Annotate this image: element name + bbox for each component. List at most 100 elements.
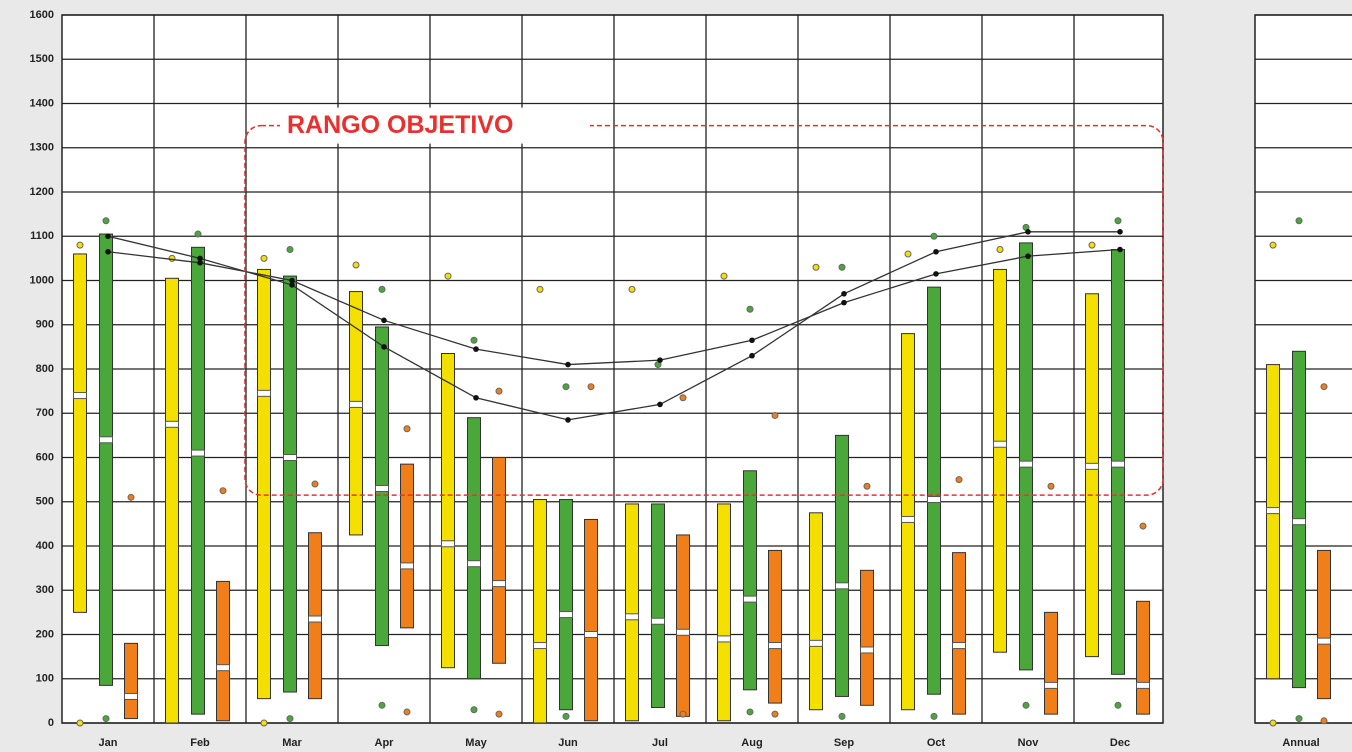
line-point xyxy=(841,299,847,306)
outlier xyxy=(1139,522,1147,530)
median xyxy=(467,560,481,568)
box xyxy=(1085,293,1099,658)
x-tick-label: Dec xyxy=(1110,737,1130,749)
box xyxy=(993,268,1007,653)
x-tick-label: Aug xyxy=(741,737,762,749)
y-tick-label: 900 xyxy=(36,319,54,331)
box xyxy=(99,233,113,686)
y-tick-label: 1100 xyxy=(30,230,54,242)
y-tick-label: 600 xyxy=(36,451,54,463)
outlier xyxy=(127,493,135,501)
median xyxy=(375,484,389,492)
outlier xyxy=(495,710,503,718)
line-point xyxy=(657,401,663,408)
line-point xyxy=(289,282,295,288)
box xyxy=(1136,600,1150,715)
median xyxy=(191,449,205,457)
box xyxy=(625,503,639,722)
median xyxy=(124,692,138,700)
median xyxy=(1317,637,1331,645)
box xyxy=(1266,364,1280,680)
median xyxy=(1266,507,1280,515)
outlier xyxy=(76,719,84,727)
line-point xyxy=(473,346,479,352)
annotation-bg xyxy=(280,107,590,144)
y-tick-label: 400 xyxy=(36,540,54,552)
box xyxy=(743,470,757,691)
y-tick-label: 800 xyxy=(36,363,54,375)
line-point xyxy=(197,255,203,262)
box xyxy=(809,512,823,711)
box xyxy=(768,549,782,704)
outlier xyxy=(403,708,411,716)
median xyxy=(743,595,757,603)
outlier xyxy=(470,336,478,344)
x-tick-label: Jan xyxy=(99,737,118,749)
box xyxy=(927,286,941,695)
median xyxy=(860,646,874,654)
target-range xyxy=(244,124,1164,496)
median xyxy=(676,628,690,636)
box xyxy=(400,463,414,629)
x-tick-label: Nov xyxy=(1018,737,1040,749)
box xyxy=(216,580,230,722)
median xyxy=(1111,460,1125,468)
median xyxy=(1044,681,1058,689)
outlier xyxy=(403,425,411,433)
outlier xyxy=(168,254,176,262)
outlier xyxy=(863,482,871,490)
box xyxy=(1019,242,1033,671)
outlier xyxy=(1114,217,1122,225)
median xyxy=(1136,681,1150,689)
line-point xyxy=(933,248,939,255)
y-tick-label: 700 xyxy=(36,407,54,419)
box xyxy=(860,569,874,706)
line-point xyxy=(1025,253,1031,259)
outlier xyxy=(838,263,846,271)
y-tick-label: 100 xyxy=(36,673,54,685)
median xyxy=(625,613,639,621)
outlier xyxy=(930,232,938,240)
x-tick-label: Jun xyxy=(558,737,578,749)
y-tick-label: 300 xyxy=(36,584,54,596)
outlier xyxy=(444,272,452,280)
median xyxy=(1085,462,1099,470)
median xyxy=(349,400,363,408)
outlier xyxy=(812,263,820,271)
outlier xyxy=(1022,701,1030,709)
x-tick-label: Sep xyxy=(834,737,854,749)
outlier xyxy=(904,250,912,258)
line-point xyxy=(1025,229,1031,235)
y-tick-label: 0 xyxy=(48,717,54,729)
box xyxy=(533,499,547,724)
median xyxy=(952,642,966,650)
median xyxy=(216,664,230,672)
line-point xyxy=(841,290,847,297)
line-point xyxy=(657,357,663,363)
line-point xyxy=(1117,229,1123,235)
median xyxy=(400,562,414,570)
median xyxy=(993,440,1007,448)
median xyxy=(768,642,782,650)
outlier xyxy=(1047,482,1055,490)
median xyxy=(901,515,915,523)
line-point xyxy=(565,361,571,368)
median xyxy=(584,631,598,638)
line-point xyxy=(565,417,571,423)
line-point xyxy=(381,317,387,324)
x-tick-label: Jul xyxy=(652,737,668,749)
outlier xyxy=(102,715,110,723)
x-tick-label: Oct xyxy=(927,737,946,749)
median xyxy=(99,436,113,444)
median xyxy=(165,420,179,428)
outlier xyxy=(720,272,728,280)
box xyxy=(559,499,573,711)
median xyxy=(809,639,823,647)
outlier xyxy=(219,487,227,495)
box xyxy=(191,246,205,715)
median xyxy=(257,389,271,397)
box xyxy=(349,291,363,536)
box xyxy=(835,434,849,697)
outlier xyxy=(679,394,687,402)
